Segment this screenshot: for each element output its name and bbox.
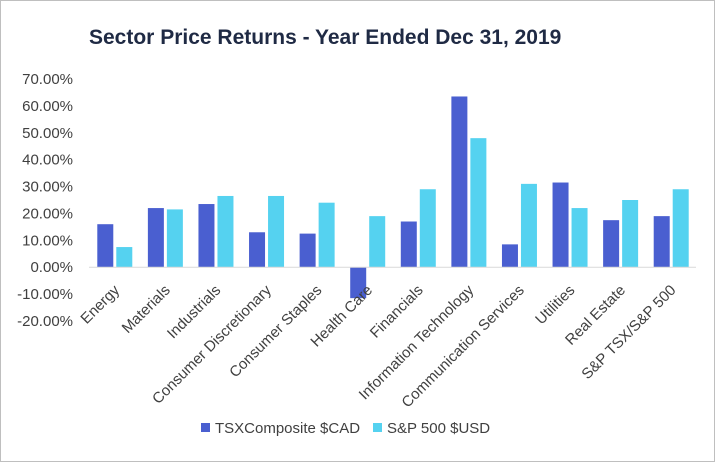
- legend-label: TSXComposite $CAD: [215, 420, 360, 437]
- y-tick-label: -20.00%: [17, 313, 73, 330]
- bar-tsx: [299, 233, 316, 268]
- bar-sp500: [369, 216, 386, 268]
- bar-sp500: [318, 202, 335, 268]
- y-axis-ticks: 70.00% 60.00% 50.00% 40.00% 30.00% 20.00% 10.0…: [17, 71, 73, 330]
- bar-tsx: [653, 216, 670, 268]
- y-tick-label: 20.00%: [22, 205, 73, 222]
- bar-tsx: [97, 224, 114, 268]
- legend-swatch: [201, 423, 210, 432]
- bar-sp500: [520, 183, 537, 268]
- bar-sp500: [571, 208, 588, 268]
- category-label: Energy: [77, 281, 123, 327]
- bar-sp500: [419, 189, 436, 268]
- y-tick-label: 70.00%: [22, 71, 73, 88]
- bar-tsx: [249, 232, 266, 268]
- chart-title: Sector Price Returns - Year Ended Dec 31…: [89, 26, 561, 49]
- bars: [97, 96, 689, 299]
- legend-label: S&P 500 $USD: [387, 420, 490, 437]
- bar-sp500: [268, 195, 285, 268]
- y-tick-label: 30.00%: [22, 179, 73, 196]
- category-label: S&P TSX/S&P 500: [578, 282, 679, 383]
- legend-swatch: [373, 423, 382, 432]
- bar-tsx: [350, 267, 367, 299]
- y-tick-label: 10.00%: [22, 232, 73, 249]
- category-label: Utilities: [532, 282, 578, 328]
- bar-tsx: [451, 96, 468, 268]
- bar-tsx: [501, 244, 518, 268]
- bar-sp500: [166, 209, 183, 268]
- bar-tsx: [198, 204, 215, 268]
- bar-tsx: [400, 221, 417, 268]
- bar-sp500: [470, 138, 487, 268]
- y-tick-label: 60.00%: [22, 98, 73, 115]
- y-tick-label: 40.00%: [22, 152, 73, 169]
- bar-tsx: [603, 220, 620, 268]
- legend: TSXComposite $CAD S&P 500 $USD: [201, 420, 490, 437]
- bar-sp500: [217, 195, 234, 268]
- bar-sp500: [622, 200, 639, 268]
- bar-tsx: [147, 208, 164, 268]
- bar-sp500: [672, 189, 689, 268]
- y-tick-label: -10.00%: [17, 286, 73, 303]
- bar-tsx: [552, 182, 569, 268]
- category-label: Consumer Staples: [226, 282, 325, 381]
- y-tick-label: 0.00%: [30, 259, 73, 276]
- y-tick-label: 50.00%: [22, 125, 73, 142]
- bar-sp500: [116, 247, 133, 268]
